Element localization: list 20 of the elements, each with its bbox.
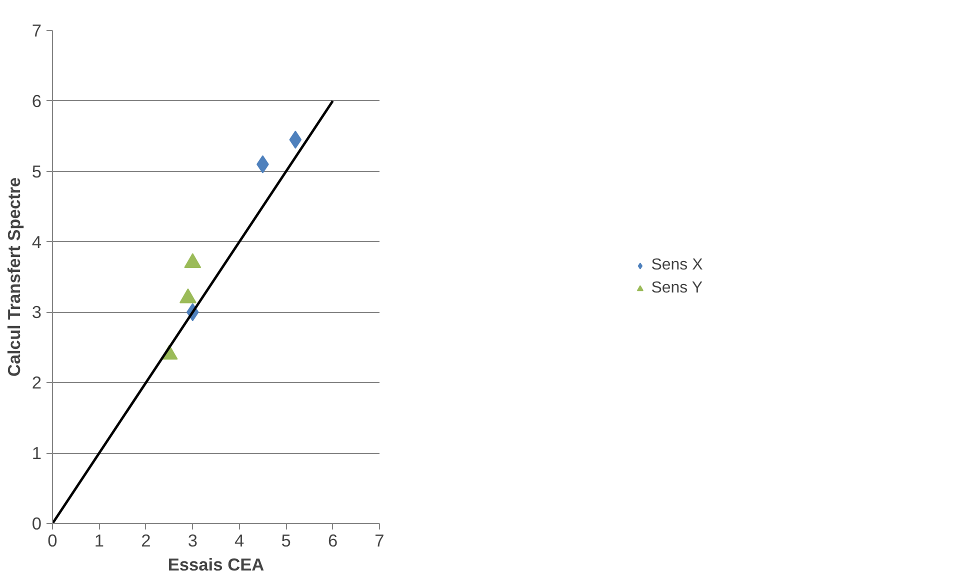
x-tick-label: 6 [328,530,338,550]
y-tick-label: 6 [32,90,42,111]
x-tick-label: 3 [188,530,198,550]
legend-label: Sens Y [651,279,702,297]
legend-label: Sens X [651,256,703,274]
y-tick-label: 7 [32,20,42,40]
y-tick-label: 1 [32,443,42,464]
y-tick-label: 0 [32,514,42,534]
x-tick-label: 1 [94,530,104,550]
y-tick-label: 3 [32,302,42,322]
x-axis-title: Essais CEA [168,554,265,574]
y-axis-title: Calcul Transfert Spectre [4,176,24,377]
y-tick-label: 4 [32,232,42,252]
x-tick-label: 4 [234,530,245,550]
x-tick-label: 2 [141,530,151,550]
y-tick-label: 2 [32,372,42,393]
x-tick-label: 0 [48,530,58,550]
y-tick-label: 5 [32,161,42,182]
x-tick-label: 7 [374,530,384,550]
x-tick-label: 5 [281,530,291,550]
